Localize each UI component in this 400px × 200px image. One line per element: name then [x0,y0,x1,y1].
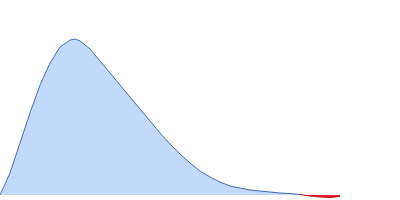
chart [0,0,400,200]
plot-area [0,39,340,198]
area-fill [300,195,340,198]
area-line [300,195,340,198]
area-fill [0,39,300,195]
area-line [0,39,300,195]
